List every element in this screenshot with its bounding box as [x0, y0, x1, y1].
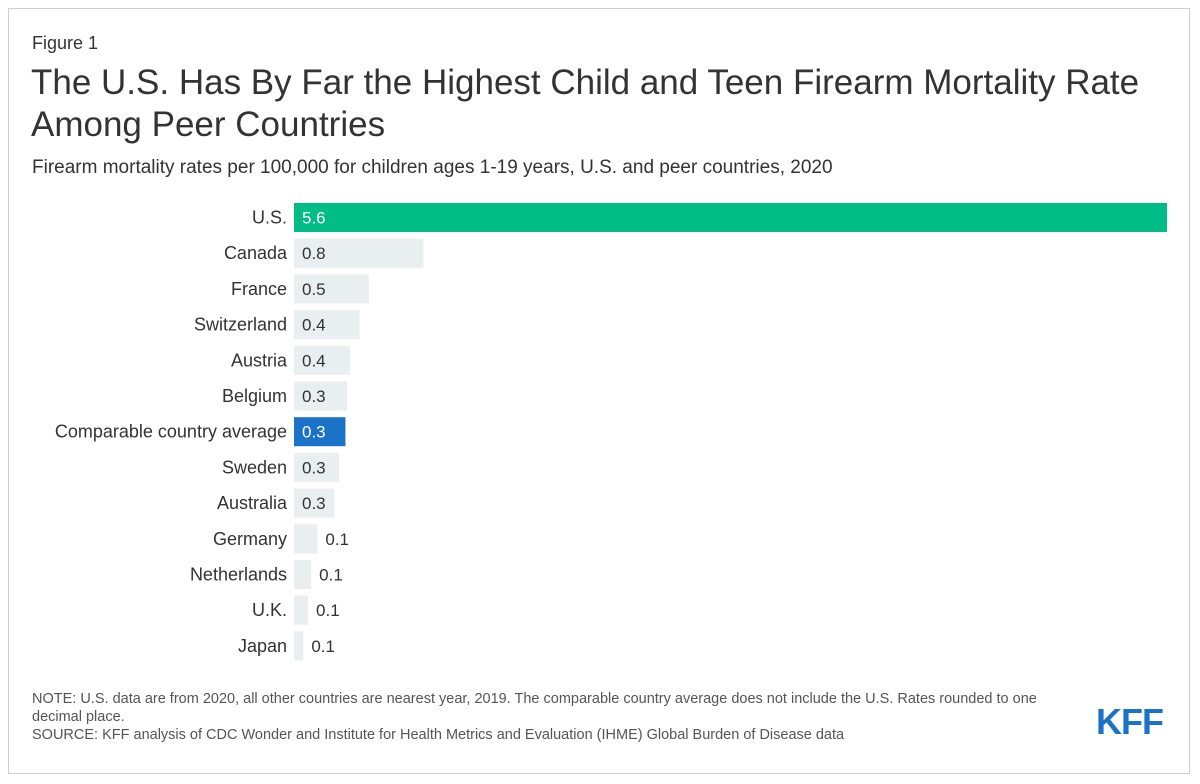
- value-label-germany: 0.1: [325, 530, 349, 549]
- bar-france: [294, 274, 369, 304]
- notes-block: NOTE: U.S. data are from 2020, all other…: [32, 690, 1072, 744]
- kff-logo: KFF: [1096, 701, 1164, 742]
- value-label-u-s: 5.6: [302, 209, 326, 228]
- figure-label: Figure 1: [32, 33, 99, 53]
- bar-australia: [294, 488, 335, 518]
- bar-sweden: [294, 452, 340, 482]
- category-label-france: France: [231, 279, 287, 299]
- bar-comparable-country-average: [294, 417, 346, 447]
- value-label-switzerland: 0.4: [302, 316, 326, 335]
- category-label-comparable-country-average: Comparable country average: [55, 422, 287, 442]
- figure-frame: [8, 8, 1190, 774]
- category-label-switzerland: Switzerland: [194, 315, 287, 335]
- category-label-australia: Australia: [217, 493, 288, 513]
- bar-switzerland: [294, 310, 360, 340]
- bar-belgium: [294, 381, 348, 411]
- category-label-belgium: Belgium: [222, 386, 287, 406]
- value-label-u-k: 0.1: [316, 601, 340, 620]
- source-text: SOURCE: KFF analysis of CDC Wonder and I…: [32, 727, 845, 743]
- bar-japan: [294, 631, 304, 661]
- value-label-japan: 0.1: [311, 637, 335, 656]
- note-text: NOTE: U.S. data are from 2020, all other…: [32, 691, 1037, 725]
- value-label-france: 0.5: [302, 280, 326, 299]
- category-label-germany: Germany: [213, 529, 287, 549]
- category-label-netherlands: Netherlands: [190, 565, 287, 585]
- category-label-austria: Austria: [231, 350, 288, 370]
- category-label-u-k: U.K.: [252, 600, 287, 620]
- category-label-u-s: U.S.: [252, 208, 287, 228]
- value-label-australia: 0.3: [302, 494, 326, 513]
- chart-subtitle: Firearm mortality rates per 100,000 for …: [32, 157, 833, 178]
- value-label-netherlands: 0.1: [319, 566, 343, 585]
- category-label-japan: Japan: [238, 636, 287, 656]
- value-label-comparable-country-average: 0.3: [302, 423, 326, 442]
- value-label-canada: 0.8: [302, 244, 326, 263]
- category-label-canada: Canada: [224, 243, 288, 263]
- bar-u-s: [294, 203, 1167, 232]
- bar-canada: [294, 238, 424, 268]
- value-label-austria: 0.4: [302, 351, 326, 370]
- category-label-sweden: Sweden: [222, 457, 287, 477]
- bar-netherlands: [294, 560, 312, 589]
- bar-germany: [294, 524, 318, 554]
- chart-title: The U.S. Has By Far the Highest Child an…: [31, 63, 1140, 144]
- bar-u-k: [294, 595, 309, 625]
- value-label-sweden: 0.3: [302, 458, 326, 477]
- value-label-belgium: 0.3: [302, 387, 326, 406]
- bar-chart: U.S. 5.6 Canada 0.8 France 0.5 Switzerland 0.4 A…: [55, 203, 1167, 661]
- bar-austria: [294, 345, 351, 375]
